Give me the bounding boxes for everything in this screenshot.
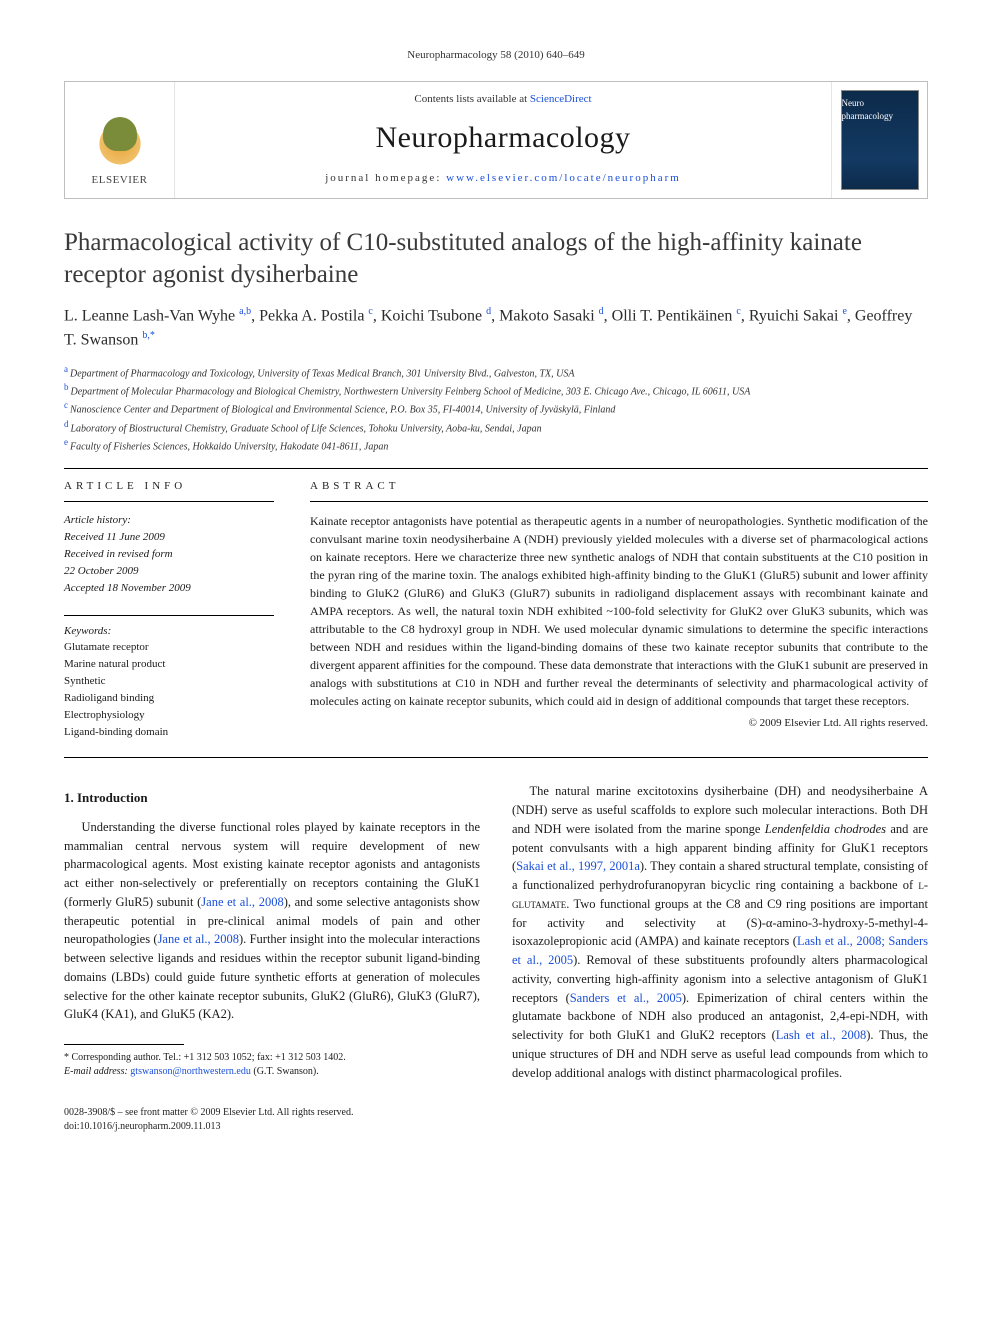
homepage-prefix: journal homepage: xyxy=(325,172,446,184)
article-body: 1. Introduction Understanding the divers… xyxy=(64,782,928,1092)
footnotes: * Corresponding author. Tel.: +1 312 503… xyxy=(64,1051,480,1079)
keyword: Marine natural product xyxy=(64,656,274,673)
keyword: Electrophysiology xyxy=(64,707,274,724)
elsevier-tree-icon xyxy=(91,109,149,167)
contents-prefix: Contents lists available at xyxy=(414,93,529,105)
running-head: Neuropharmacology 58 (2010) 640–649 xyxy=(64,48,928,63)
citation-link[interactable]: Sakai et al., 1997, 2001a xyxy=(516,859,640,873)
homepage-line: journal homepage: www.elsevier.com/locat… xyxy=(183,171,823,186)
affiliation: dLaboratory of Biostructural Chemistry, … xyxy=(64,418,928,436)
affiliation: cNanoscience Center and Department of Bi… xyxy=(64,399,928,417)
history-label: Article history: xyxy=(64,512,274,529)
publisher-block: ELSEVIER xyxy=(65,82,175,198)
citation-link[interactable]: Sanders et al., 2005 xyxy=(570,991,682,1005)
abstract-column: ABSTRACT Kainate receptor antagonists ha… xyxy=(310,469,928,741)
affiliation: aDepartment of Pharmacology and Toxicolo… xyxy=(64,363,928,381)
journal-cover-icon: Neuro pharmacology xyxy=(841,90,919,190)
section-heading-intro: 1. Introduction xyxy=(64,788,480,808)
homepage-link[interactable]: www.elsevier.com/locate/neuropharm xyxy=(446,172,681,184)
contents-line: Contents lists available at ScienceDirec… xyxy=(183,92,823,107)
front-matter-footer: 0028-3908/$ – see front matter © 2009 El… xyxy=(64,1106,928,1134)
email-suffix: (G.T. Swanson). xyxy=(251,1066,319,1077)
abstract-copyright: © 2009 Elsevier Ltd. All rights reserved… xyxy=(310,716,928,731)
revised-label: Received in revised form xyxy=(64,546,274,563)
body-paragraph: The natural marine excitotoxins dysiherb… xyxy=(512,782,928,1082)
species-name: Lendenfeldia chodrodes xyxy=(765,822,886,836)
keyword: Ligand-binding domain xyxy=(64,724,274,741)
revised-date: 22 October 2009 xyxy=(64,563,274,580)
cover-thumb-wrap: Neuro pharmacology xyxy=(831,82,927,198)
abstract-heading: ABSTRACT xyxy=(310,469,928,501)
author-list: L. Leanne Lash-Van Wyhe a,b, Pekka A. Po… xyxy=(64,304,928,353)
article-title: Pharmacological activity of C10-substitu… xyxy=(64,227,928,290)
issn-line: 0028-3908/$ – see front matter © 2009 El… xyxy=(64,1106,928,1120)
journal-name: Neuropharmacology xyxy=(183,117,823,159)
affiliation: bDepartment of Molecular Pharmacology an… xyxy=(64,381,928,399)
accepted-date: Accepted 18 November 2009 xyxy=(64,580,274,597)
article-info-column: ARTICLE INFO Article history: Received 1… xyxy=(64,469,274,741)
publisher-name: ELSEVIER xyxy=(92,173,148,188)
sciencedirect-link[interactable]: ScienceDirect xyxy=(530,93,592,105)
article-history: Article history: Received 11 June 2009 R… xyxy=(64,512,274,597)
affiliation: eFaculty of Fisheries Sciences, Hokkaido… xyxy=(64,436,928,454)
corresponding-author: * Corresponding author. Tel.: +1 312 503… xyxy=(64,1051,480,1065)
journal-masthead: ELSEVIER Contents lists available at Sci… xyxy=(64,81,928,199)
article-info-heading: ARTICLE INFO xyxy=(64,469,274,501)
divider xyxy=(64,757,928,758)
citation-link[interactable]: Lash et al., 2008 xyxy=(776,1028,867,1042)
keyword: Synthetic xyxy=(64,673,274,690)
affiliation-list: aDepartment of Pharmacology and Toxicolo… xyxy=(64,363,928,455)
keywords-label: Keywords: xyxy=(64,615,274,639)
keyword: Glutamate receptor xyxy=(64,639,274,656)
citation-link[interactable]: Jane et al., 2008 xyxy=(201,895,283,909)
citation-link[interactable]: Jane et al., 2008 xyxy=(158,932,239,946)
footnote-separator xyxy=(64,1044,184,1045)
received-date: Received 11 June 2009 xyxy=(64,529,274,546)
doi-line: doi:10.1016/j.neuropharm.2009.11.013 xyxy=(64,1120,928,1134)
abstract-text: Kainate receptor antagonists have potent… xyxy=(310,512,928,710)
cover-caption: Neuro pharmacology xyxy=(842,97,912,122)
corresponding-email-line: E-mail address: gtswanson@northwestern.e… xyxy=(64,1065,480,1079)
email-label: E-mail address: xyxy=(64,1066,128,1077)
keyword: Radioligand binding xyxy=(64,690,274,707)
keywords-list: Glutamate receptorMarine natural product… xyxy=(64,639,274,741)
email-link[interactable]: gtswanson@northwestern.edu xyxy=(130,1066,251,1077)
body-paragraph: Understanding the diverse functional rol… xyxy=(64,818,480,1024)
